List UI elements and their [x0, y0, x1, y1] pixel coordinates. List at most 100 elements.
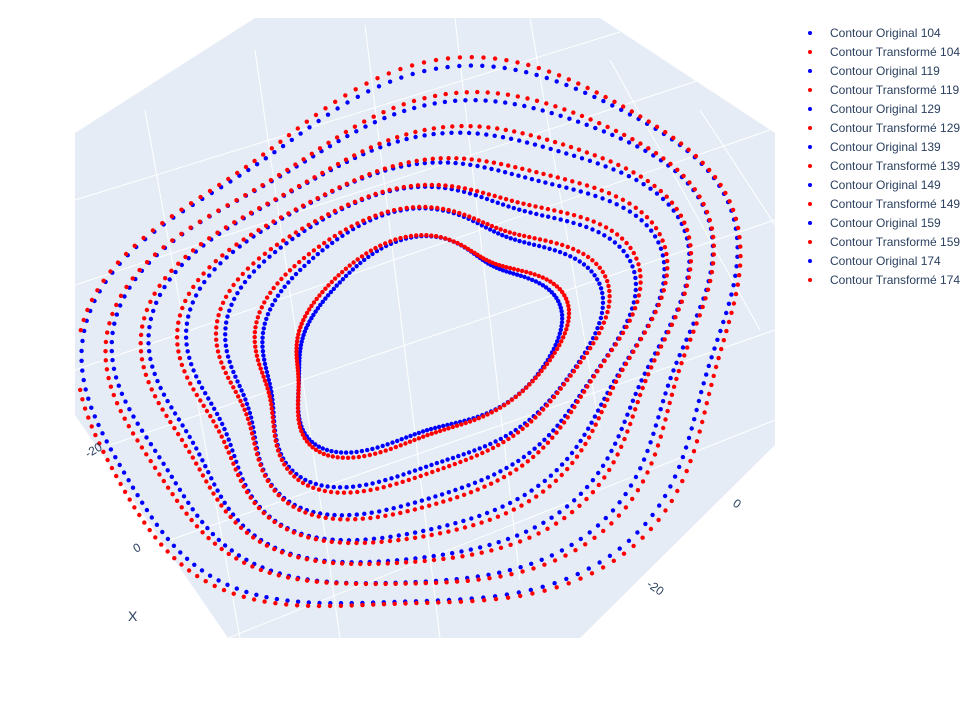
data-point [530, 591, 535, 596]
data-point [529, 488, 534, 493]
data-point [253, 344, 258, 349]
data-point [498, 545, 504, 550]
data-point [480, 63, 485, 68]
data-point [621, 104, 626, 109]
data-point [176, 320, 181, 325]
data-point [633, 205, 638, 210]
data-point [600, 269, 605, 275]
data-point [271, 219, 276, 224]
legend-marker-icon [808, 68, 812, 73]
data-point [343, 157, 349, 162]
data-point [480, 450, 485, 456]
data-point [555, 339, 560, 344]
data-point [607, 553, 613, 558]
data-point [686, 235, 692, 240]
legend-item[interactable]: Contour Transformé 104 [800, 42, 971, 61]
data-point [126, 478, 131, 483]
data-point [269, 402, 274, 407]
data-point [504, 58, 509, 63]
data-point [379, 539, 384, 544]
data-point [147, 527, 152, 533]
data-point [688, 458, 693, 464]
data-point [213, 331, 219, 336]
data-point [628, 405, 633, 410]
legend-item[interactable]: Contour Transformé 149 [800, 194, 971, 213]
data-point [611, 460, 616, 465]
data-point [609, 228, 614, 233]
data-point [546, 214, 551, 219]
legend-item[interactable]: Contour Original 119 [800, 61, 971, 80]
data-point [503, 197, 509, 202]
x-axis-title: X [128, 608, 138, 624]
data-point [566, 315, 571, 320]
data-point [251, 261, 256, 266]
legend-item[interactable]: Contour Transformé 139 [800, 156, 971, 175]
legend-item[interactable]: Contour Transformé 119 [800, 80, 971, 99]
scene-3d[interactable]: -20 0 X 0 -20 [74, 17, 776, 639]
data-point [140, 500, 145, 505]
data-point [443, 183, 448, 188]
data-point [169, 214, 175, 219]
data-point [656, 302, 661, 308]
data-point [422, 160, 427, 166]
data-point [226, 437, 231, 442]
legend-item[interactable]: Contour Original 174 [800, 251, 971, 270]
data-point [674, 376, 679, 382]
data-point [522, 233, 527, 239]
data-point [180, 305, 185, 311]
data-point [223, 370, 228, 376]
data-point [377, 509, 382, 514]
data-point [395, 438, 400, 444]
data-point [564, 327, 569, 332]
data-point [540, 144, 545, 149]
data-point [224, 349, 229, 354]
legend-item[interactable]: Contour Original 139 [800, 137, 971, 156]
data-point [487, 227, 493, 232]
data-point [433, 580, 439, 585]
data-point [522, 209, 527, 214]
data-point [649, 461, 654, 466]
data-point [338, 230, 343, 235]
data-point [575, 399, 580, 404]
legend-item[interactable]: Contour Transformé 174 [800, 270, 971, 289]
data-point [558, 305, 563, 310]
data-point [254, 320, 259, 325]
data-point [726, 319, 732, 325]
data-point [430, 160, 435, 165]
data-point [515, 94, 520, 99]
data-point [176, 431, 181, 437]
data-point [578, 360, 583, 365]
data-point [646, 372, 651, 377]
data-point [525, 459, 530, 464]
data-point [404, 136, 409, 142]
data-point [369, 510, 374, 515]
legend-item[interactable]: Contour Original 129 [800, 99, 971, 118]
data-point [408, 183, 414, 189]
data-point [593, 125, 598, 131]
data-point [157, 283, 162, 288]
data-point [346, 540, 351, 546]
legend-item[interactable]: Contour Transformé 129 [800, 118, 971, 137]
legend-item[interactable]: Contour Original 149 [800, 175, 971, 194]
data-point [215, 488, 220, 493]
data-point [503, 100, 508, 105]
data-point [258, 567, 264, 573]
data-point [634, 177, 639, 183]
data-point [600, 565, 606, 570]
legend-label: Contour Original 149 [830, 177, 941, 192]
data-point [487, 576, 492, 581]
legend-item[interactable]: Contour Original 104 [800, 23, 971, 42]
data-point [528, 587, 533, 593]
data-point [278, 215, 284, 220]
data-point [278, 139, 283, 144]
data-point [603, 315, 609, 320]
data-point [388, 239, 393, 244]
legend-item[interactable]: Contour Transformé 159 [800, 232, 971, 251]
data-point [498, 161, 504, 167]
data-point [496, 231, 501, 236]
data-point [570, 460, 575, 466]
legend-item[interactable]: Contour Original 159 [800, 213, 971, 232]
series-transformed [138, 123, 694, 567]
data-point [700, 160, 705, 165]
